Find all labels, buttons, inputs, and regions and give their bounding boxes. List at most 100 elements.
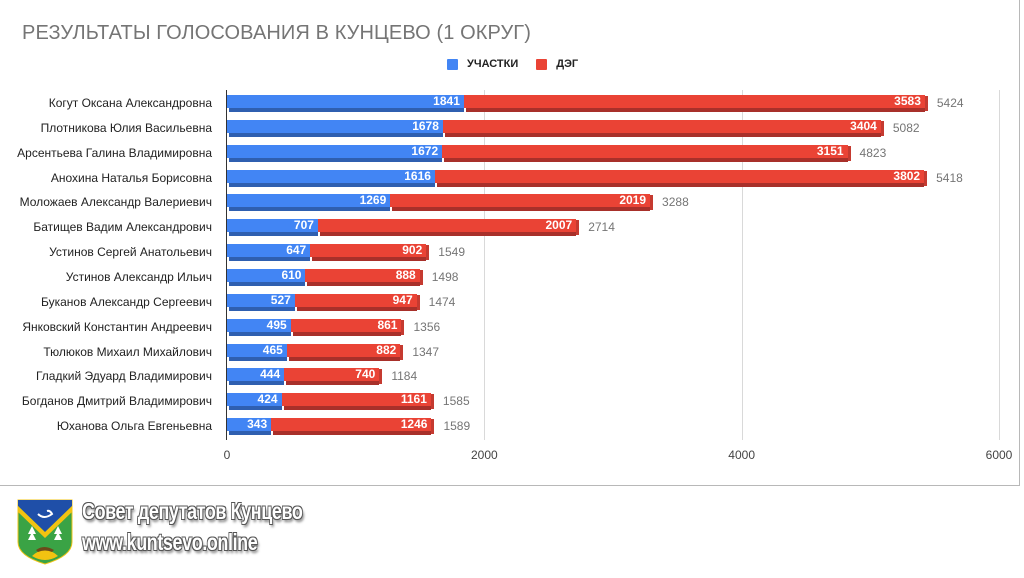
bar-segment-uchastki[interactable]: 527 — [227, 292, 295, 311]
bar-segment-deg[interactable]: 888 — [305, 267, 423, 286]
segment-value-label: 1246 — [400, 417, 428, 432]
bar-segment-deg[interactable]: 3802 — [434, 168, 928, 187]
segment-value-label: 1616 — [404, 168, 431, 183]
category-label: Гладкий Эдуард Владимирович — [35, 369, 212, 384]
segment-value-label: 888 — [395, 267, 416, 282]
segment-value-label: 3404 — [850, 118, 877, 133]
y-axis-line — [226, 90, 227, 440]
total-value-label: 5082 — [892, 120, 920, 135]
bar-segment-uchastki[interactable]: 465 — [227, 342, 287, 361]
bar-segment-deg[interactable]: 2019 — [390, 193, 654, 212]
x-tick-label: 0 — [223, 448, 231, 462]
x-tick-label: 2000 — [470, 448, 498, 462]
kuntsevo-emblem-icon — [16, 498, 74, 566]
category-label: Юханова Ольга Евгеньевна — [56, 419, 212, 434]
total-value-label: 3288 — [662, 195, 689, 210]
bar-segment-deg[interactable]: 902 — [310, 243, 430, 262]
x-tick-label: 4000 — [728, 448, 756, 462]
total-value-label: 4823 — [859, 145, 887, 160]
bar-segment-deg[interactable]: 3583 — [463, 94, 928, 112]
total-value-label: 1589 — [443, 419, 471, 434]
segment-value-label: 3151 — [816, 143, 844, 158]
bar-segment-uchastki[interactable]: 1616 — [227, 168, 435, 187]
category-label: Тюлюков Михаил Михайлович — [43, 344, 212, 359]
segment-value-label: 3802 — [893, 168, 921, 183]
plot-area: 0 2000 4000 6000 Когут Оксана Александровна 1… — [17, 90, 1013, 462]
segment-value-label: 424 — [257, 392, 278, 407]
chart-legend: УЧАСТКИ ДЭГ — [447, 58, 596, 70]
category-label: Когут Оксана Александровна — [48, 96, 212, 110]
total-value-label: 5418 — [936, 170, 963, 185]
total-value-label: 1184 — [391, 369, 418, 384]
segment-value-label: 343 — [247, 417, 268, 432]
segment-value-label: 3583 — [894, 94, 921, 108]
legend-swatch — [536, 58, 548, 70]
bar-segment-deg[interactable]: 1161 — [281, 392, 434, 411]
segment-value-label: 707 — [293, 218, 314, 233]
segment-value-label: 2019 — [619, 193, 647, 208]
segment-value-label: 1672 — [411, 143, 439, 158]
segment-value-label: 465 — [262, 342, 283, 357]
segment-value-label: 902 — [402, 243, 423, 258]
bar-segment-uchastki[interactable]: 1841 — [227, 95, 464, 112]
total-value-label: 1356 — [413, 319, 441, 334]
category-label: Богданов Дмитрий Владимирович — [21, 394, 212, 409]
bar-segment-deg[interactable]: 861 — [290, 317, 405, 336]
segment-value-label: 444 — [260, 367, 281, 382]
total-value-label: 1585 — [442, 394, 470, 409]
segment-value-label: 1841 — [433, 94, 460, 108]
segment-value-label: 882 — [376, 342, 397, 357]
bar-segment-uchastki[interactable]: 343 — [227, 417, 272, 436]
bar-segment-deg[interactable]: 947 — [294, 292, 420, 311]
gridline — [999, 90, 1000, 440]
bar-segment-deg[interactable]: 882 — [286, 342, 404, 361]
bar-segment-uchastki[interactable]: 444 — [227, 367, 285, 386]
total-value-label: 1498 — [431, 269, 459, 284]
bar-segment-deg[interactable]: 3151 — [442, 143, 851, 162]
total-value-label: 2714 — [588, 220, 615, 235]
category-label: Батищев Вадим Александрович — [33, 220, 212, 235]
bar-segment-uchastki[interactable]: 1269 — [227, 193, 391, 212]
segment-value-label: 947 — [392, 292, 413, 307]
category-label: Моложаев Александр Валериевич — [19, 195, 212, 210]
chart-title: РЕЗУЛЬТАТЫ ГОЛОСОВАНИЯ В КУНЦЕВО (1 ОКРУ… — [22, 22, 531, 44]
website-link[interactable]: www.kuntsevo.online — [82, 529, 258, 555]
category-label: Буканов Александр Сергеевич — [41, 294, 212, 309]
segment-value-label: 861 — [377, 317, 398, 332]
legend-item-1[interactable]: ДЭГ — [536, 58, 578, 70]
total-value-label: 1549 — [438, 245, 465, 260]
category-label: Янковский Константин Андреевич — [22, 319, 212, 334]
segment-value-label: 2007 — [545, 218, 573, 233]
total-value-label: 1474 — [428, 294, 456, 309]
gridline — [484, 90, 486, 440]
bar-segment-deg[interactable]: 3404 — [442, 118, 884, 137]
bar-segment-uchastki[interactable]: 1672 — [227, 143, 443, 162]
gridline — [741, 90, 743, 440]
legend-swatch — [447, 58, 458, 70]
category-label: Устинов Александр Ильич — [65, 269, 212, 284]
bar-segment-deg[interactable]: 2007 — [317, 218, 580, 237]
segment-value-label: 1161 — [400, 392, 427, 407]
total-value-label: 1347 — [412, 344, 440, 359]
segment-value-label: 527 — [270, 292, 291, 307]
category-label: Анохина Наталья Борисовна — [50, 170, 212, 185]
category-label: Устинов Сергей Анатольевич — [49, 245, 212, 260]
bar-segment-uchastki[interactable]: 610 — [227, 268, 306, 286]
bar-segment-uchastki[interactable]: 707 — [227, 218, 318, 237]
bar-segment-uchastki[interactable]: 495 — [227, 317, 291, 336]
bar-segment-uchastki[interactable]: 424 — [227, 392, 282, 411]
bar-segment-deg[interactable]: 1246 — [271, 417, 435, 436]
footer-branding: Совет депутатов Кунцево www.kuntsevo.onl… — [0, 487, 1024, 578]
bar-segment-uchastki[interactable]: 1678 — [227, 119, 443, 137]
segment-value-label: 740 — [355, 367, 376, 382]
category-label: Арсентьева Галина Владимировна — [17, 145, 212, 160]
segment-value-label: 495 — [266, 317, 287, 332]
org-name: Совет депутатов Кунцево — [82, 498, 303, 524]
x-tick-label: 6000 — [985, 448, 1013, 462]
legend-label: ДЭГ — [556, 58, 579, 70]
segment-value-label: 1269 — [359, 193, 387, 208]
bar-segment-deg[interactable]: 740 — [284, 367, 383, 386]
total-value-label: 5424 — [936, 96, 964, 110]
bar-segment-uchastki[interactable]: 647 — [227, 244, 311, 262]
legend-item-0[interactable]: УЧАСТКИ — [447, 58, 518, 70]
